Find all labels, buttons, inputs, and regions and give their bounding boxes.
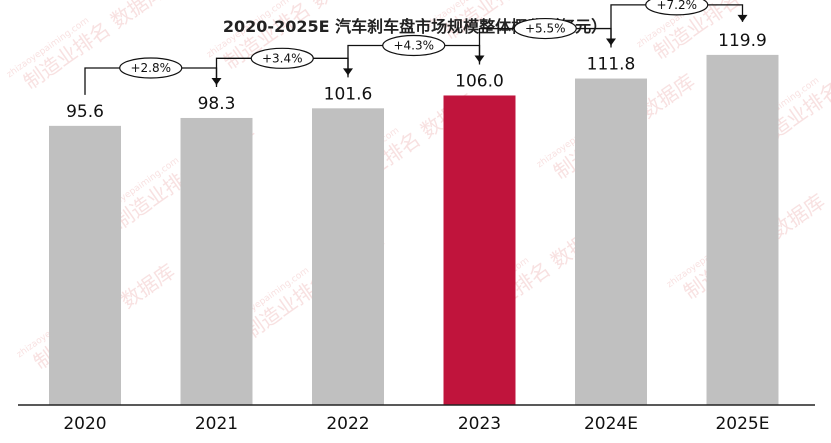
growth-bubble	[119, 57, 183, 79]
bar-group: 95.6 98.3 101.6 106.0 111.8 119.9	[49, 31, 779, 406]
value-label-2020: 95.6	[66, 102, 104, 122]
growth-arrowhead	[737, 14, 748, 22]
value-label-2021: 98.3	[198, 94, 236, 114]
growth-bubble	[250, 47, 314, 69]
x-tick-2022: 2022	[326, 414, 369, 434]
x-tick-group: 2020 2021 2022 2023 2024E 2025E	[63, 414, 769, 434]
growth-label: +4.3%	[393, 38, 434, 52]
growth-bubble	[513, 17, 577, 40]
x-tick-2020: 2020	[63, 414, 106, 434]
bar-2024E	[575, 78, 647, 405]
bar-2023	[443, 95, 516, 405]
growth-annotation-group: +2.8% +3.4% +4.3% +5.5% +7.2%	[84, 0, 748, 95]
growth-label: +3.4%	[262, 51, 303, 65]
bar-2021	[180, 117, 253, 406]
growth-label: +5.5%	[525, 22, 566, 36]
growth-bubble	[645, 0, 709, 16]
x-tick-2024E: 2024E	[584, 414, 638, 434]
growth-label: +2.8%	[130, 61, 171, 75]
growth-bubble	[382, 34, 446, 57]
value-label-2023: 106.0	[455, 71, 504, 91]
growth-label: +7.2%	[656, 0, 697, 12]
x-tick-2025E: 2025E	[715, 414, 769, 434]
chart-title: 2020-2025E 汽车刹车盘市场规模整体概览（亿元）	[223, 17, 607, 36]
x-tick-2023: 2023	[458, 414, 501, 434]
bar-2020	[49, 125, 121, 406]
value-label-2022: 101.6	[324, 84, 373, 104]
bar-2025E	[706, 54, 779, 405]
bar-2022	[312, 108, 384, 405]
value-label-2025E: 119.9	[718, 31, 767, 51]
x-tick-2021: 2021	[195, 414, 238, 434]
value-label-2024E: 111.8	[587, 55, 636, 75]
